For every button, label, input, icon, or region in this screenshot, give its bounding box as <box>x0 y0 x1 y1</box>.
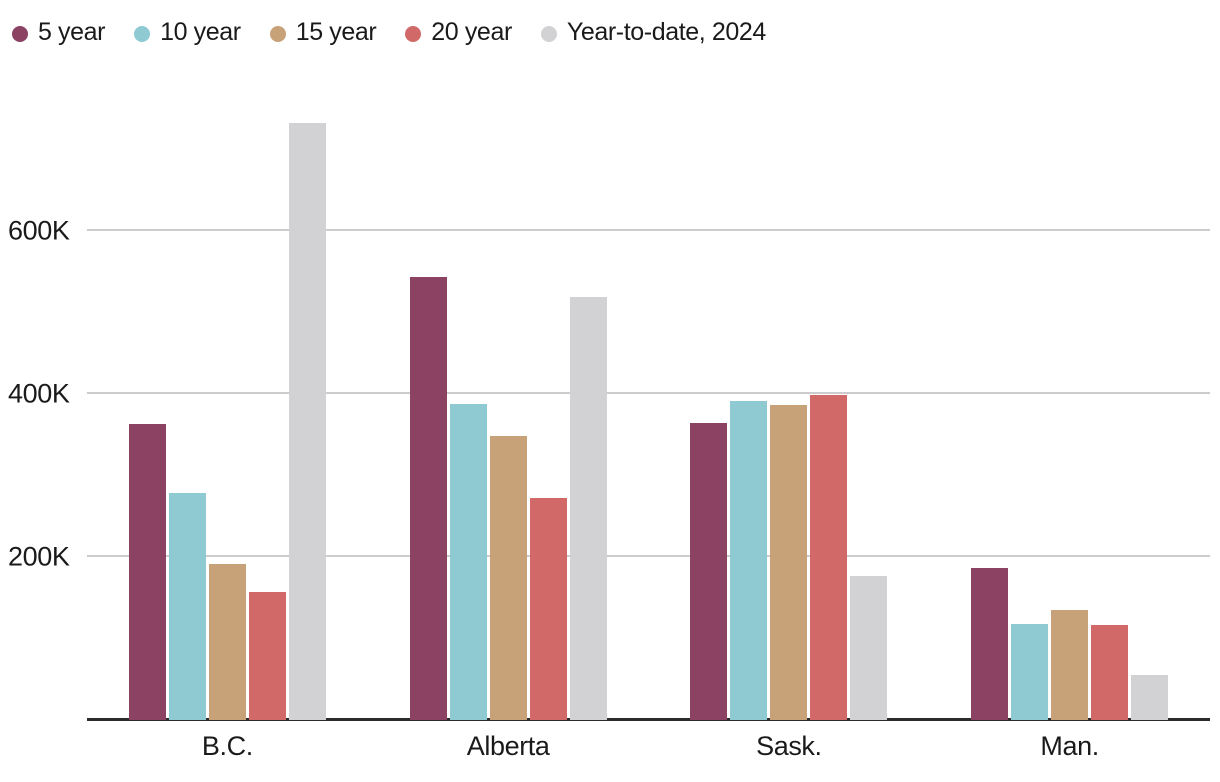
bar-5-year <box>690 423 728 720</box>
gridline-600K <box>87 229 1210 231</box>
x-axis-label: B.C. <box>201 731 253 761</box>
legend-dot-icon <box>540 25 557 42</box>
y-tick-label: 600K <box>8 215 70 246</box>
bar-15-year <box>208 564 246 720</box>
bar-20-year <box>810 394 848 720</box>
gridline-200K <box>87 555 1210 557</box>
chart-legend: 5 year 10 year 15 year 20 year Year-to-date,… <box>12 20 766 47</box>
bar-year-to-date--2024 <box>288 123 326 720</box>
bar-group-alberta <box>368 90 649 720</box>
legend-label: Year-to-date, 2024 <box>566 18 766 46</box>
legend-dot-icon <box>12 25 28 42</box>
bar-group-man <box>929 90 1210 720</box>
bar-groups <box>87 90 1210 720</box>
bar-5-year <box>971 568 1009 720</box>
x-axis-label: Man. <box>1040 731 1099 761</box>
legend-item-3: 15 year <box>269 18 377 47</box>
bar-year-to-date--2024 <box>1131 675 1169 720</box>
bar-10-year <box>168 493 206 720</box>
bar-15-year <box>1051 609 1089 720</box>
legend-dot-icon <box>405 25 422 42</box>
legend-item-2: 10 year <box>134 20 241 47</box>
x-axis-label: Sask. <box>756 731 822 761</box>
bar-10-year <box>730 400 768 720</box>
legend-item-1: 5 year <box>12 20 105 47</box>
bar-10-year <box>1011 623 1049 720</box>
y-tick-label: 400K <box>8 378 70 409</box>
legend-item-5: Year-to-date, 2024 <box>540 18 766 47</box>
x-axis-labels: B.C. Alberta Sask. Man. <box>87 731 1210 762</box>
y-tick-label: 200K <box>8 541 70 572</box>
bar-year-to-date--2024 <box>850 575 888 720</box>
legend-dot-icon <box>134 25 151 42</box>
bar-5-year <box>409 277 447 720</box>
legend-label: 20 year <box>431 18 512 46</box>
bar-group-bc <box>87 90 368 720</box>
bar-year-to-date--2024 <box>569 297 607 720</box>
x-axis-label: Alberta <box>466 731 550 761</box>
bar-15-year <box>770 405 808 720</box>
legend-label: 10 year <box>160 18 241 46</box>
legend-label: 15 year <box>295 18 377 46</box>
legend-item-4: 20 year <box>405 20 512 47</box>
bar-group-sask <box>649 90 930 720</box>
bar-15-year <box>489 436 527 720</box>
bar-5-year <box>128 424 166 720</box>
gridline-400K <box>87 392 1210 394</box>
legend-label: 5 year <box>38 18 106 46</box>
bar-10-year <box>449 403 487 720</box>
bar-20-year <box>1091 624 1129 720</box>
legend-dot-icon <box>269 25 286 42</box>
x-axis-line <box>87 718 1210 721</box>
bar-20-year <box>248 592 286 720</box>
bar-20-year <box>529 497 567 720</box>
